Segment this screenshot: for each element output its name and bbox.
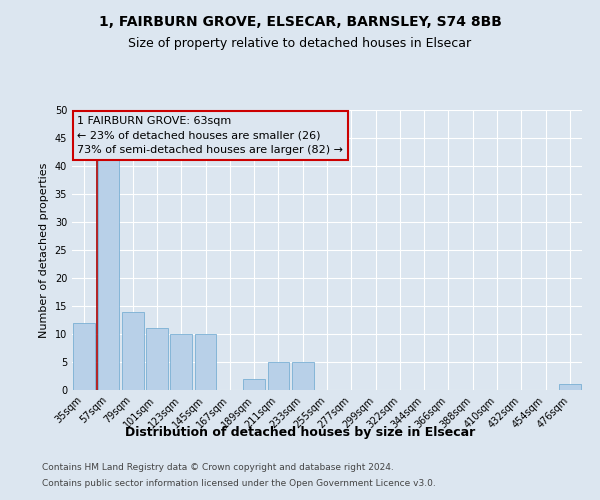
Text: Distribution of detached houses by size in Elsecar: Distribution of detached houses by size … [125, 426, 475, 439]
Bar [146, 328, 168, 390]
Bar [97, 155, 119, 390]
Bar [194, 334, 217, 390]
Text: 1 FAIRBURN GROVE: 63sqm
← 23% of detached houses are smaller (26)
73% of semi-de: 1 FAIRBURN GROVE: 63sqm ← 23% of detache… [77, 116, 343, 155]
Bar [73, 323, 95, 390]
Y-axis label: Number of detached properties: Number of detached properties [39, 162, 49, 338]
Text: Size of property relative to detached houses in Elsecar: Size of property relative to detached ho… [128, 38, 472, 51]
Text: 1, FAIRBURN GROVE, ELSECAR, BARNSLEY, S74 8BB: 1, FAIRBURN GROVE, ELSECAR, BARNSLEY, S7… [98, 15, 502, 29]
Bar [268, 362, 289, 390]
Bar [243, 379, 265, 390]
Bar [292, 362, 314, 390]
Bar [559, 384, 581, 390]
Text: Contains HM Land Registry data © Crown copyright and database right 2024.: Contains HM Land Registry data © Crown c… [42, 464, 394, 472]
Bar [122, 312, 143, 390]
Bar [170, 334, 192, 390]
Text: Contains public sector information licensed under the Open Government Licence v3: Contains public sector information licen… [42, 478, 436, 488]
